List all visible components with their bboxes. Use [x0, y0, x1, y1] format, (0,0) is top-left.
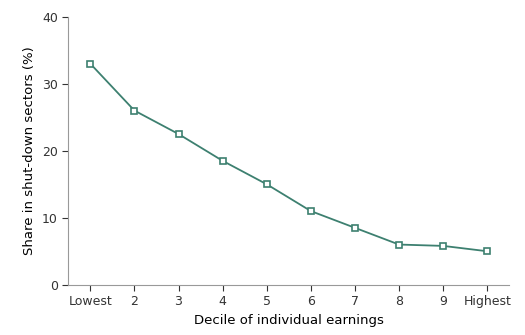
Y-axis label: Share in shut-down sectors (%): Share in shut-down sectors (%)	[24, 46, 36, 255]
X-axis label: Decile of individual earnings: Decile of individual earnings	[194, 314, 384, 327]
